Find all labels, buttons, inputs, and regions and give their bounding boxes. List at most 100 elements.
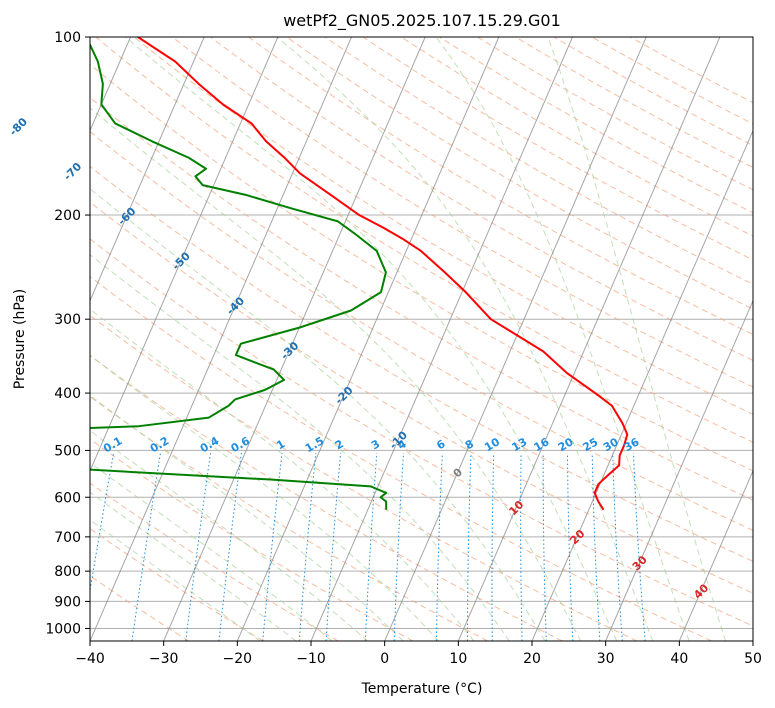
- isotherm-label: -40: [224, 294, 247, 317]
- dry-adiabat-label: 30: [630, 553, 650, 573]
- mixing-ratio-line: [262, 452, 283, 641]
- mixing-ratio-line: [633, 452, 646, 641]
- dry-adiabat-line: [90, 354, 563, 641]
- x-tick-label: 0: [380, 651, 389, 667]
- isotherm-line: [752, 639, 753, 641]
- dry-adiabat-label: 10: [506, 498, 526, 518]
- x-axis: −40 −30 −20 −10 0 10 20 30 40 50: [75, 641, 762, 667]
- moist-adiabat-line: [90, 491, 297, 641]
- dewpoint-line: [90, 42, 388, 510]
- y-tick-label: 300: [54, 312, 81, 328]
- dry-adiabat-line: [90, 275, 712, 641]
- moist-adiabat-line: [90, 462, 333, 641]
- mixing-ratio-label: 1.5: [303, 434, 326, 455]
- dry-adiabat-label: 20: [567, 527, 587, 547]
- temperature-line: [137, 37, 629, 511]
- isotherm-line: [90, 37, 205, 302]
- x-tick-label: 50: [744, 651, 762, 667]
- moist-adiabat-line: [90, 253, 510, 641]
- moist-adiabat-line: [276, 37, 654, 641]
- y-axis: 100 200 300 400 500 600 700 800 900 1000: [45, 30, 90, 637]
- mixing-ratio-line: [491, 452, 495, 641]
- dry-adiabat-line: [90, 165, 753, 562]
- x-tick-label: 30: [597, 651, 615, 667]
- y-tick-label: 400: [54, 386, 81, 402]
- isotherm-line: [310, 37, 573, 641]
- isotherm-line: [90, 37, 352, 641]
- mixing-ratio-line: [612, 452, 623, 641]
- y-tick-label: 1000: [45, 621, 81, 637]
- plot-frame: [89, 36, 754, 642]
- y-tick-label: 800: [54, 564, 81, 580]
- moist-adiabat-line: [125, 37, 618, 641]
- isotherm-label: -70: [61, 160, 84, 183]
- y-tick-label: 600: [54, 490, 81, 506]
- moist-adiabat-line: [547, 37, 727, 641]
- x-tick-label: −10: [296, 651, 326, 667]
- x-tick-label: 10: [449, 651, 467, 667]
- mixing-ratio-line: [591, 452, 601, 641]
- mixing-ratio-line: [467, 452, 472, 641]
- mixing-ratio-line: [542, 452, 547, 641]
- moist-adiabat-line: [90, 394, 404, 641]
- mixing-ratio-line: [131, 452, 161, 641]
- mixing-ratio-line: [393, 452, 404, 641]
- moist-adiabat-line: [90, 188, 546, 641]
- moist-adiabat-line: [90, 308, 475, 641]
- y-axis-label: Pressure (hPa): [12, 289, 28, 389]
- chart-title: wetPf2_GN05.2025.107.15.29.G01: [283, 11, 561, 31]
- dry-adiabat-line: [210, 37, 753, 362]
- dry-adiabat-line: [95, 37, 753, 443]
- mixing-ratio-label: 0.6: [229, 434, 253, 455]
- dry-adiabat-line: [90, 528, 264, 641]
- isotherm-line: [678, 469, 753, 641]
- mixing-ratio-label: 10: [482, 435, 502, 454]
- mixing-ratio-label: 13: [510, 435, 530, 454]
- mixing-ratio-line: [435, 452, 443, 641]
- dry-adiabat-line: [90, 314, 638, 641]
- mixing-ratio-line: [298, 452, 317, 641]
- dry-adiabat-line: [591, 37, 753, 125]
- mixing-ratio-label: 16: [532, 435, 552, 454]
- isotherm-line: [236, 37, 500, 641]
- isotherm-line: [531, 129, 753, 641]
- x-tick-label: −40: [75, 651, 105, 667]
- isotherm-line: [605, 299, 753, 641]
- x-tick-label: −30: [149, 651, 179, 667]
- moist-adiabat-line: [90, 430, 369, 641]
- moist-adiabat-line: [90, 354, 439, 641]
- isotherm-label: -20: [332, 384, 355, 407]
- y-tick-label: 500: [54, 443, 81, 459]
- dry-adiabat-line: [90, 238, 753, 627]
- y-tick-label: 900: [54, 594, 81, 610]
- x-tick-label: 40: [670, 651, 688, 667]
- isotherm-line: [457, 37, 721, 641]
- isotherm-label: -80: [7, 115, 30, 138]
- mixing-ratio-line: [325, 452, 342, 641]
- mixing-ratio-line: [520, 452, 523, 641]
- isotherm-line: [163, 37, 426, 641]
- x-tick-label: −20: [223, 651, 253, 667]
- mixing-ratio-label: 25: [580, 435, 600, 454]
- moist-adiabat-line: [435, 37, 690, 641]
- dry-adiabat-line: [362, 37, 753, 261]
- y-tick-label: 200: [54, 208, 81, 224]
- dry-adiabat-line: [133, 37, 753, 415]
- sounding-profiles: [90, 37, 629, 511]
- mixing-ratio-line: [364, 452, 378, 641]
- y-tick-label: 700: [54, 530, 81, 546]
- y-tick-label: 100: [54, 30, 81, 46]
- isotherm-label: -30: [278, 339, 301, 362]
- mixing-ratio-line: [185, 452, 212, 641]
- dry-adiabat-line: [90, 482, 339, 641]
- mixing-ratio-line: [218, 452, 242, 641]
- mixing-ratio-line: [566, 452, 574, 641]
- background-lines: [90, 37, 753, 641]
- dry-adiabat-line: [324, 37, 753, 285]
- dry-adiabat-line: [90, 201, 753, 594]
- x-tick-label: 20: [523, 651, 541, 667]
- zero-isotherm-label: 0: [451, 465, 466, 480]
- isotherm-line: [384, 37, 647, 641]
- isotherm-line: [90, 37, 279, 473]
